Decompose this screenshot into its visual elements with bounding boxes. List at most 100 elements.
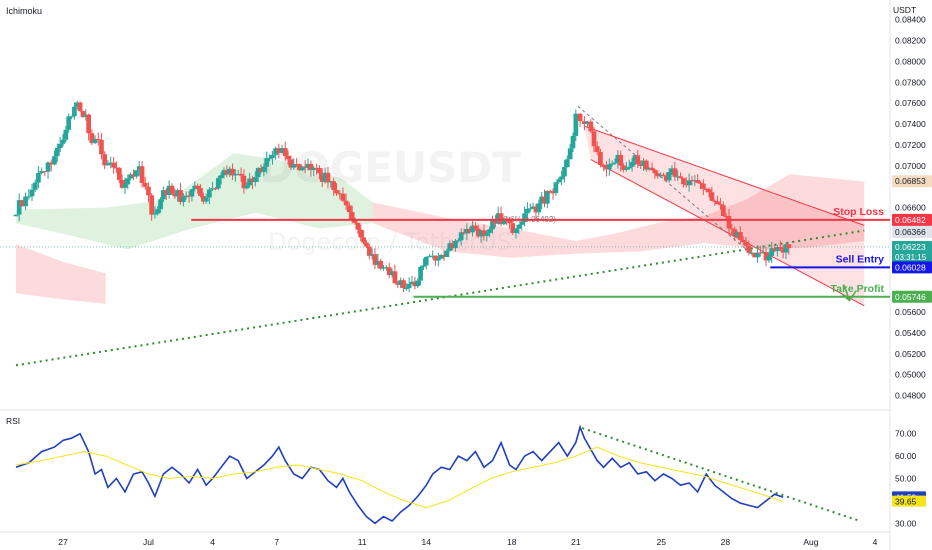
candle-body — [122, 184, 128, 188]
candle-body — [45, 162, 51, 172]
rsi-title: RSI — [6, 416, 20, 426]
candle-body — [598, 151, 603, 165]
cloud-band-green — [16, 153, 373, 250]
cloud-band-red — [16, 244, 106, 304]
candle-body — [369, 254, 375, 256]
candle-body — [777, 247, 783, 250]
rsi-rsi-line — [15, 424, 784, 525]
candle-body — [16, 200, 22, 215]
currency-label: USDT — [893, 5, 916, 15]
candle-body — [438, 254, 444, 259]
candle-body — [258, 168, 264, 172]
candle-body — [635, 155, 641, 165]
candle-body — [358, 229, 364, 238]
candle-body — [349, 212, 355, 221]
rsi-value-tag-text: 39.65 — [895, 497, 917, 507]
candle-body — [612, 162, 618, 164]
candle-body — [52, 156, 57, 165]
candle-body — [334, 190, 339, 194]
candle-body — [467, 228, 473, 233]
candle-body — [403, 287, 409, 289]
candle-body — [297, 164, 302, 171]
candle-body — [573, 113, 579, 136]
candle-body — [406, 283, 412, 288]
candle-body — [111, 162, 116, 168]
candle-body — [166, 185, 172, 195]
candle-body — [337, 193, 343, 195]
candle-body — [786, 244, 792, 248]
candle-body — [527, 208, 533, 210]
candle-body — [255, 168, 261, 178]
candle-body — [366, 246, 372, 256]
candle-body — [134, 170, 139, 177]
candle-body — [392, 271, 398, 284]
candle-body — [203, 197, 209, 202]
candle-body — [26, 196, 32, 198]
level-price-tag — [892, 261, 932, 274]
candle-body — [264, 158, 270, 167]
candle-body — [478, 230, 484, 237]
candle-body — [192, 185, 198, 190]
candle-body — [63, 129, 69, 140]
candle-body — [169, 185, 175, 194]
candle-body — [441, 254, 447, 258]
candle-body — [772, 248, 777, 252]
candle-body — [542, 196, 547, 204]
candle-body — [343, 200, 349, 206]
candlestick-series — [13, 100, 792, 293]
candle-body — [559, 176, 564, 180]
candle-body — [142, 182, 148, 187]
candle-body — [227, 168, 233, 175]
candle-body — [195, 185, 200, 189]
candle-body — [752, 252, 757, 258]
price-tick-label: 0.05000 — [895, 370, 926, 380]
take-profit-label: Take Profit — [831, 283, 885, 295]
indicator-label[interactable]: Ichimoku — [6, 6, 42, 16]
time-tick-label: 21 — [571, 537, 581, 547]
candle-body — [198, 188, 203, 197]
candle-body — [69, 116, 74, 118]
sell-entry-label: Sell Entry — [836, 253, 885, 265]
candle-body — [638, 164, 644, 166]
candle-body — [372, 254, 378, 265]
candle-body — [444, 250, 450, 258]
candle-body — [279, 148, 285, 154]
candle-body — [726, 216, 732, 229]
candle-body — [461, 232, 467, 234]
candle-body — [533, 206, 539, 213]
countdown-text: 03:31:15 — [895, 253, 927, 262]
level-price-tag-text: 0.06482 — [895, 215, 926, 225]
candle-body — [564, 159, 570, 168]
candle-body — [715, 201, 720, 205]
price-tick-label: 0.07600 — [895, 98, 926, 108]
candle-body — [423, 256, 429, 266]
candle-body — [666, 172, 672, 181]
candle-body — [519, 222, 525, 225]
candle-body — [77, 102, 83, 112]
candle-body — [74, 102, 80, 107]
candle-body — [655, 173, 661, 177]
candle-body — [395, 283, 401, 285]
candle-body — [769, 248, 775, 256]
channel-lower-line — [590, 159, 865, 307]
price-tick-label: 0.07000 — [895, 161, 926, 171]
candle-body — [415, 280, 421, 287]
candle-body — [172, 193, 178, 197]
candle-body — [355, 222, 361, 230]
price-tag-green — [892, 240, 932, 263]
candle-body — [317, 168, 322, 174]
candle-body — [618, 154, 624, 166]
candle-body — [740, 239, 746, 243]
candle-body — [783, 244, 789, 253]
time-tick-label: 18 — [507, 537, 517, 547]
trade-levels: Stop Loss Sell Entry Take Profit — [191, 206, 890, 302]
price-tag-text: 0.06223 — [895, 242, 926, 252]
candle-body — [116, 167, 122, 180]
candle-body — [108, 162, 114, 164]
candle-body — [276, 148, 282, 154]
candle-body — [652, 170, 658, 174]
candle-body — [299, 166, 305, 171]
candle-body — [39, 171, 44, 173]
